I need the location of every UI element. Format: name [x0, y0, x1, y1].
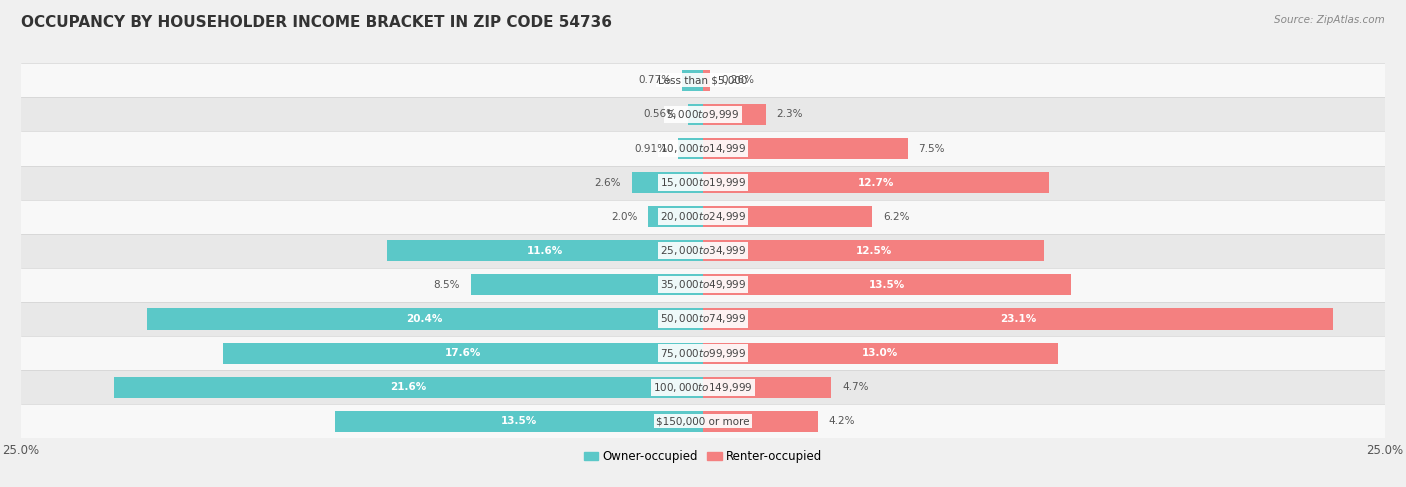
Text: 0.91%: 0.91%	[634, 144, 668, 153]
Bar	[471, 274, 703, 296]
Bar	[703, 308, 1333, 330]
Text: 2.0%: 2.0%	[612, 212, 637, 222]
Text: 0.26%: 0.26%	[721, 75, 754, 85]
Bar	[21, 166, 1385, 200]
Text: 2.6%: 2.6%	[595, 178, 621, 187]
Bar	[703, 274, 1071, 296]
Bar	[703, 240, 1045, 262]
Bar	[703, 172, 1049, 193]
Bar	[21, 234, 1385, 268]
Bar	[387, 240, 703, 262]
Text: 8.5%: 8.5%	[433, 280, 460, 290]
Text: $50,000 to $74,999: $50,000 to $74,999	[659, 313, 747, 325]
Text: 6.2%: 6.2%	[883, 212, 910, 222]
Text: $150,000 or more: $150,000 or more	[657, 416, 749, 426]
Bar	[633, 172, 703, 193]
Bar	[678, 138, 703, 159]
Bar	[21, 97, 1385, 131]
Text: 11.6%: 11.6%	[527, 246, 562, 256]
Text: 4.2%: 4.2%	[828, 416, 855, 426]
Text: 13.0%: 13.0%	[862, 348, 898, 358]
Text: $5,000 to $9,999: $5,000 to $9,999	[666, 108, 740, 121]
Text: $25,000 to $34,999: $25,000 to $34,999	[659, 244, 747, 257]
Bar	[703, 411, 817, 432]
Bar	[703, 104, 766, 125]
Bar	[21, 370, 1385, 404]
Text: 7.5%: 7.5%	[918, 144, 945, 153]
Text: $35,000 to $49,999: $35,000 to $49,999	[659, 279, 747, 291]
Text: 4.7%: 4.7%	[842, 382, 869, 392]
Text: 17.6%: 17.6%	[444, 348, 481, 358]
Bar	[682, 70, 703, 91]
Legend: Owner-occupied, Renter-occupied: Owner-occupied, Renter-occupied	[579, 446, 827, 468]
Bar	[224, 342, 703, 364]
Bar	[21, 268, 1385, 302]
Bar	[21, 404, 1385, 438]
Text: OCCUPANCY BY HOUSEHOLDER INCOME BRACKET IN ZIP CODE 54736: OCCUPANCY BY HOUSEHOLDER INCOME BRACKET …	[21, 15, 612, 30]
Text: 12.7%: 12.7%	[858, 178, 894, 187]
Text: 21.6%: 21.6%	[391, 382, 426, 392]
Bar	[648, 206, 703, 227]
Text: $15,000 to $19,999: $15,000 to $19,999	[659, 176, 747, 189]
Text: 2.3%: 2.3%	[776, 110, 803, 119]
Bar	[703, 70, 710, 91]
Bar	[114, 376, 703, 398]
Bar	[703, 206, 872, 227]
Text: Source: ZipAtlas.com: Source: ZipAtlas.com	[1274, 15, 1385, 25]
Bar	[146, 308, 703, 330]
Text: 13.5%: 13.5%	[869, 280, 905, 290]
Bar	[21, 336, 1385, 370]
Bar	[688, 104, 703, 125]
Text: $10,000 to $14,999: $10,000 to $14,999	[659, 142, 747, 155]
Text: 20.4%: 20.4%	[406, 314, 443, 324]
Text: 0.77%: 0.77%	[638, 75, 671, 85]
Text: Less than $5,000: Less than $5,000	[658, 75, 748, 85]
Bar	[21, 200, 1385, 234]
Text: 12.5%: 12.5%	[855, 246, 891, 256]
Text: $100,000 to $149,999: $100,000 to $149,999	[654, 381, 752, 393]
Bar	[21, 63, 1385, 97]
Text: 0.56%: 0.56%	[644, 110, 676, 119]
Bar	[21, 302, 1385, 336]
Text: 23.1%: 23.1%	[1000, 314, 1036, 324]
Text: $75,000 to $99,999: $75,000 to $99,999	[659, 347, 747, 359]
Text: $20,000 to $24,999: $20,000 to $24,999	[659, 210, 747, 223]
Bar	[703, 376, 831, 398]
Bar	[703, 342, 1057, 364]
Bar	[21, 131, 1385, 166]
Text: 13.5%: 13.5%	[501, 416, 537, 426]
Bar	[335, 411, 703, 432]
Bar	[703, 138, 908, 159]
